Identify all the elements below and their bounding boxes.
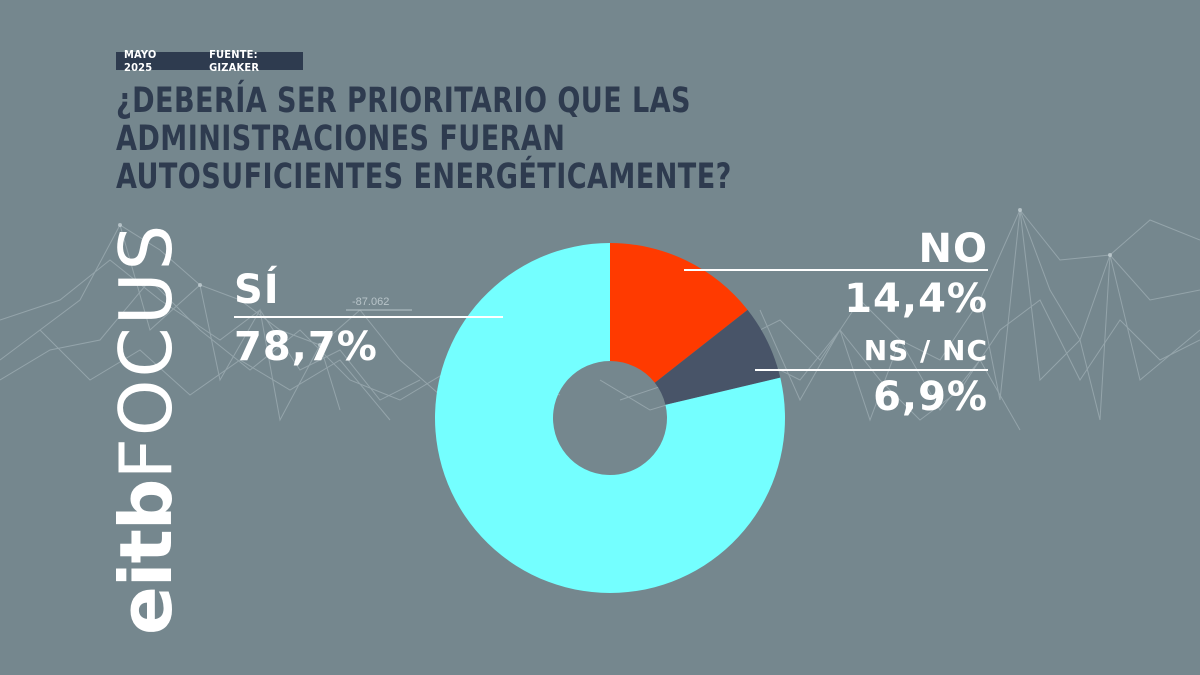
value-nsnc: 6,9% (873, 374, 988, 420)
logo-focus: FOCUS (104, 222, 188, 480)
slice-no (610, 243, 748, 383)
value-no: 14,4% (844, 276, 988, 322)
eitb-focus-logo: eitbFOCUS (104, 223, 188, 635)
chart-title: ¿DEBERÍA SER PRIORITARIO QUE LAS ADMINIS… (116, 81, 732, 197)
source-label: FUENTE: GIZAKER (209, 48, 260, 74)
meta-bar: MAYO 2025 FUENTE: GIZAKER (116, 48, 303, 74)
label-nsnc: NS / NC (864, 334, 988, 367)
slice-ns-nc (654, 309, 781, 405)
date-label: MAYO 2025 (124, 48, 157, 74)
slice-s (434, 243, 785, 593)
logo-eitb: eitb (104, 479, 188, 635)
label-si: SÍ (234, 265, 280, 313)
background-value-label: -87.062 (352, 296, 389, 308)
label-no: NO (919, 226, 988, 272)
value-si: 78,7% (234, 324, 378, 370)
